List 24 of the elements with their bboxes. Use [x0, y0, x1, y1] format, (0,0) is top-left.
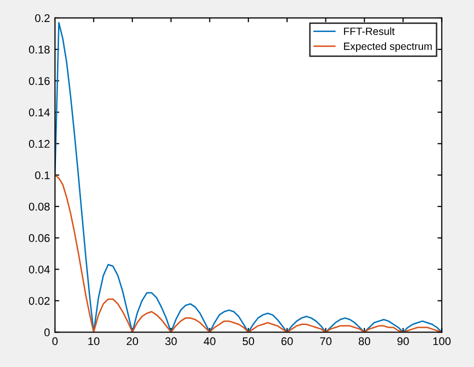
- x-tick-label: 100: [433, 337, 451, 346]
- legend-label: Expected spectrum: [344, 42, 432, 52]
- x-tick-label: 70: [320, 337, 332, 346]
- y-tick-label: 0.14: [28, 108, 50, 116]
- x-tick-label: 20: [126, 337, 138, 346]
- legend-label: FFT-Result: [344, 27, 395, 36]
- x-tick-label: 0: [52, 337, 58, 346]
- y-tick-label: 0.08: [28, 202, 50, 211]
- y-tick-label: 0.06: [28, 234, 50, 242]
- x-tick-label: 50: [242, 337, 254, 346]
- x-tick-label: 60: [281, 337, 293, 346]
- x-tick-label: 40: [204, 337, 216, 346]
- y-tick-label: 0: [44, 328, 50, 336]
- x-tick-label: 80: [358, 337, 370, 346]
- x-tick-label: 10: [88, 337, 100, 346]
- x-tick-label: 30: [165, 337, 177, 346]
- y-tick-label: 0.04: [28, 266, 50, 274]
- y-tick-label: 0.16: [28, 77, 50, 85]
- x-tick-label: 90: [397, 337, 409, 346]
- y-tick-label: 0.2: [35, 14, 50, 22]
- y-tick-label: 0.02: [28, 296, 50, 305]
- y-tick-label: 0.18: [28, 46, 50, 54]
- y-tick-label: 0.1: [35, 171, 50, 180]
- y-tick-label: 0.12: [28, 140, 50, 148]
